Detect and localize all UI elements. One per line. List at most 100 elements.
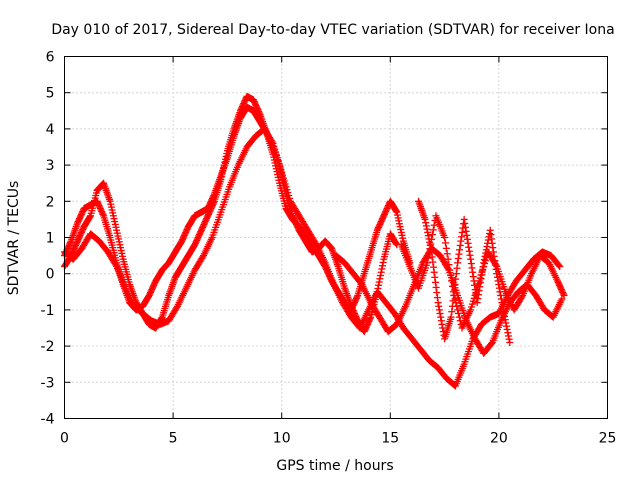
data-point-fill <box>487 231 495 239</box>
data-point-fill <box>378 265 386 273</box>
data-point-fill <box>430 263 438 271</box>
data-point-fill <box>455 313 463 321</box>
data-point <box>454 259 462 267</box>
data-point-fill <box>376 275 384 283</box>
y-tick-label: -1 <box>41 303 55 319</box>
data-point-fill <box>445 261 453 269</box>
data-point-fill <box>476 283 484 291</box>
data-point-fill <box>476 279 484 287</box>
data-point-fill <box>454 254 462 262</box>
data-point-fill <box>86 213 94 221</box>
y-tick-label: -3 <box>41 375 55 391</box>
data-point-fill <box>454 306 462 314</box>
data-point-fill <box>428 231 436 239</box>
data-point-fill <box>468 264 476 272</box>
data-point-fill <box>500 309 508 317</box>
data-point-fill <box>471 286 479 294</box>
data-point <box>441 234 449 241</box>
data-point-fill <box>489 244 497 252</box>
data-point-fill <box>492 265 500 273</box>
data-point-fill <box>451 281 459 289</box>
data-point-fill <box>499 302 507 310</box>
data-point <box>460 215 468 223</box>
data-point-fill <box>450 291 458 299</box>
data-point-fill <box>448 308 456 316</box>
data-point-fill <box>448 302 456 310</box>
data-point-fill <box>448 277 456 285</box>
data-point-fill <box>456 246 464 254</box>
data-point <box>428 248 436 256</box>
chart-title: Day 010 of 2017, Sidereal Day-to-day VTE… <box>51 22 614 38</box>
data-point-fill <box>494 277 502 285</box>
data-point-fill <box>433 289 441 297</box>
data-point-fill <box>465 243 473 251</box>
data-point-fill <box>430 268 438 276</box>
data-point-fill <box>437 317 445 325</box>
data-point-fill <box>441 239 449 247</box>
data-point-fill <box>422 219 430 227</box>
y-axis-label: SDTVAR / TECUs <box>6 181 22 296</box>
data-point-fill <box>112 261 120 269</box>
data-point-fill <box>433 294 441 302</box>
x-axis-label: GPS time / hours <box>276 458 393 474</box>
data-point-fill <box>463 235 471 243</box>
data-point-fill <box>478 267 486 275</box>
data-point-fill <box>470 277 478 285</box>
data-point-fill <box>438 320 446 328</box>
data-point-fill <box>497 295 505 303</box>
y-tick-label: 1 <box>46 231 55 247</box>
data-point-fill <box>378 262 386 270</box>
data-point-fill <box>426 241 434 249</box>
data-point-fill <box>429 226 437 234</box>
data-point-fill <box>486 230 494 238</box>
data-point-fill <box>377 272 385 280</box>
data-point-fill <box>464 239 472 247</box>
data-point <box>434 299 442 307</box>
data-point-fill <box>489 248 497 256</box>
data-point <box>560 291 568 299</box>
data-point-fill <box>491 261 499 269</box>
data-point-fill <box>480 256 488 264</box>
data-point-fill <box>444 255 452 263</box>
data-point-fill <box>461 223 469 231</box>
data-point-fill <box>469 268 477 276</box>
data-point-fill <box>455 250 463 258</box>
data-point-fill <box>268 138 276 146</box>
data-point <box>556 262 564 270</box>
data-point-fill <box>449 297 457 305</box>
data-point-fill <box>482 246 490 254</box>
data-point-fill <box>437 313 445 321</box>
data-point-fill <box>481 252 489 260</box>
data-point-fill <box>431 278 439 286</box>
x-tick-label: 25 <box>599 431 617 447</box>
data-point-fill <box>478 271 486 279</box>
y-tick-label: 3 <box>46 158 55 174</box>
data-point-fill <box>484 236 492 244</box>
data-point-fill <box>424 254 432 262</box>
data-point-fill <box>431 273 439 281</box>
data-point-fill <box>392 207 400 215</box>
data-point-fill <box>483 243 491 251</box>
data-point-fill <box>375 281 383 289</box>
data-point-fill <box>436 310 444 318</box>
data-point <box>447 313 455 321</box>
data-point-fill <box>427 245 435 253</box>
y-tick-label: 2 <box>46 194 55 210</box>
data-point-fill <box>457 237 465 245</box>
data-point-fill <box>366 315 374 323</box>
data-point-fill <box>458 228 466 236</box>
data-point-fill <box>424 232 432 240</box>
data-point-fill <box>559 290 567 298</box>
data-point-fill <box>210 199 218 207</box>
data-point-fill <box>497 291 505 299</box>
data-point-fill <box>452 270 460 278</box>
grid-lines <box>64 56 608 419</box>
data-point-fill <box>467 260 475 268</box>
data-point-fill <box>353 293 361 301</box>
data-point-fill <box>426 238 434 246</box>
data-point-fill <box>501 312 509 320</box>
data-point-fill <box>471 281 479 289</box>
data-point-fill <box>450 286 458 294</box>
data-point-fill <box>501 316 509 324</box>
